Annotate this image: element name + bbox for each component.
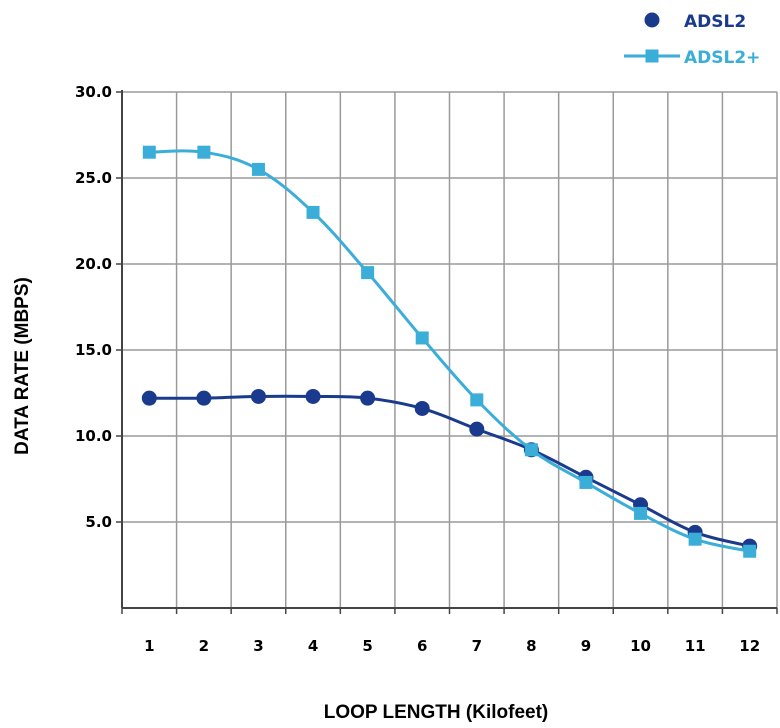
x-tick-label: 4 (308, 637, 318, 655)
data-point (469, 421, 485, 437)
legend-marker-circle (644, 12, 660, 28)
y-tick-labels: 5.0 10.0 15.0 20.0 25.0 30.0 (75, 83, 112, 531)
data-point (197, 145, 211, 159)
data-point (196, 390, 212, 406)
data-point (360, 390, 376, 406)
y-tick-label: 5.0 (85, 513, 112, 531)
data-point (142, 145, 156, 159)
legend-label: ADSL2 (684, 12, 746, 32)
data-point (250, 388, 266, 404)
y-tick-label: 10.0 (75, 427, 112, 445)
y-tick-label: 15.0 (75, 341, 112, 359)
x-tick-label: 8 (526, 637, 536, 655)
x-tick-label: 10 (630, 637, 651, 655)
x-axis-title: LOOP LENGTH (Kilofeet) (324, 702, 548, 723)
x-tick-label: 1 (144, 637, 154, 655)
x-tick-label: 11 (685, 637, 706, 655)
x-tick-label: 5 (362, 637, 372, 655)
x-tick-label: 3 (253, 637, 263, 655)
y-tick-label: 25.0 (75, 169, 112, 187)
y-axis-title: DATA RATE (MBPS) (12, 277, 33, 455)
series (141, 145, 758, 558)
y-tick-label: 20.0 (75, 255, 112, 273)
x-tick-labels: 1 2 3 4 5 6 7 8 9 10 11 12 (144, 637, 760, 655)
data-point (251, 162, 265, 176)
data-point (361, 266, 375, 280)
data-point (414, 400, 430, 416)
legend: ADSL2 ADSL2+ (624, 12, 760, 68)
legend-label: ADSL2+ (684, 48, 760, 68)
x-tick-label: 7 (472, 637, 482, 655)
data-point (141, 390, 157, 406)
grid (122, 91, 778, 608)
data-point (524, 443, 538, 457)
data-point (743, 544, 757, 558)
data-point (415, 331, 429, 345)
data-point (306, 205, 320, 219)
legend-marker-square (645, 49, 659, 63)
data-point (305, 388, 321, 404)
y-tick-label: 30.0 (75, 83, 112, 101)
x-tick-label: 12 (739, 637, 760, 655)
data-point (688, 532, 702, 546)
axes (116, 90, 778, 614)
x-tick-label: 2 (199, 637, 209, 655)
x-tick-label: 6 (417, 637, 427, 655)
data-point (634, 506, 648, 520)
data-point (470, 393, 484, 407)
data-point (579, 475, 593, 489)
series-adsl2-plus (142, 145, 757, 558)
x-tick-label: 9 (581, 637, 591, 655)
